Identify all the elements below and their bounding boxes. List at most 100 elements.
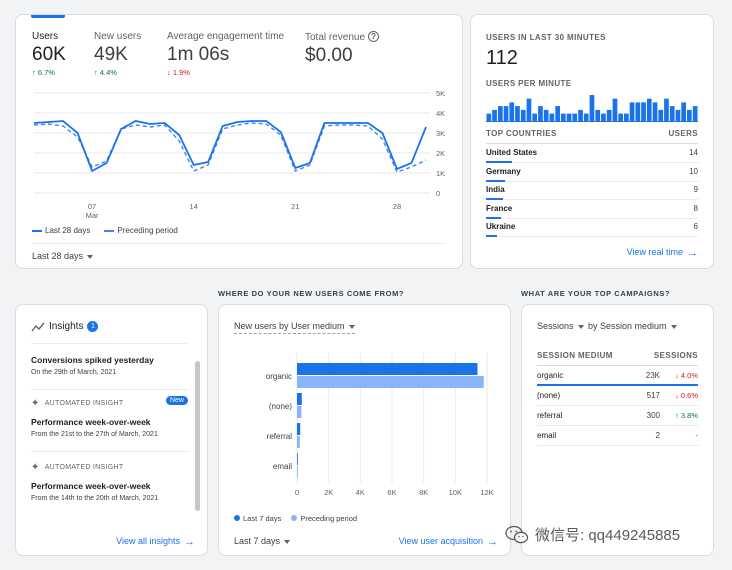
- legend-item-previous: Preceding period: [291, 514, 357, 523]
- x-tick-label: 14: [190, 202, 198, 211]
- medium-name: organic: [537, 371, 564, 380]
- country-users: 10: [689, 166, 698, 176]
- country-share-bar: [486, 216, 501, 219]
- campaign-dimension-dropdown[interactable]: by Session medium: [588, 321, 677, 331]
- minute-bar: [498, 106, 503, 121]
- sessions-change: ↑ 3.8%: [675, 411, 698, 420]
- overview-card: Users 60K ↑ 6.7% New users 49K ↑ 4.4% Av…: [15, 14, 463, 269]
- minute-bar: [618, 113, 623, 121]
- metric-value: 49K: [94, 44, 128, 65]
- y-tick-label: 0: [436, 189, 440, 198]
- minute-bar: [566, 113, 572, 121]
- country-share-bar: [486, 235, 498, 237]
- x-tick-label: 07: [88, 202, 96, 211]
- sessions-change: ↓ 0.6%: [675, 391, 698, 400]
- bar-email-preceding: [297, 466, 298, 478]
- per-minute-label: USERS PER MINUTE: [486, 79, 572, 88]
- acquisition-date-dropdown[interactable]: Last 7 days: [234, 536, 291, 546]
- minute-bar: [492, 109, 497, 121]
- minute-bar: [509, 102, 515, 121]
- sessions-change: ↓ 4.0%: [675, 371, 698, 380]
- chevron-down-icon: [87, 254, 94, 259]
- view-real-time-link[interactable]: View real time →: [626, 247, 698, 259]
- insights-scrollbar[interactable]: [195, 361, 200, 511]
- country-row[interactable]: Germany 10: [486, 164, 698, 182]
- new-badge: New: [165, 396, 188, 405]
- campaign-row[interactable]: referral 300 ↑ 3.8%: [537, 406, 698, 426]
- insight-tag: AUTOMATED INSIGHT: [44, 464, 124, 471]
- insight-title: Performance week-over-week: [31, 417, 151, 427]
- minute-bar: [543, 109, 549, 121]
- medium-name: email: [537, 431, 557, 440]
- series-line-current: [33, 120, 427, 173]
- y-tick-label: 3K: [436, 129, 445, 138]
- chevron-down-icon: [577, 324, 584, 329]
- metric-users[interactable]: Users 60K ↑ 6.7%: [32, 31, 66, 77]
- insights-header[interactable]: Insights 1: [31, 321, 99, 332]
- minute-bar: [549, 113, 555, 121]
- sessions-change: -: [695, 431, 699, 440]
- metric-engagement-time[interactable]: Average engagement time 1m 06s ↓ 1.9%: [167, 31, 284, 77]
- top-countries-header: TOP COUNTRIES: [486, 129, 557, 138]
- insight-title: Performance week-over-week: [31, 481, 151, 491]
- campaigns-card: Sessions by Session medium SESSION MEDIU…: [521, 304, 714, 556]
- campaign-row[interactable]: email 2 -: [537, 426, 698, 446]
- metric-total-revenue[interactable]: Total revenue? $0.00: [305, 31, 380, 67]
- minute-bar: [606, 109, 612, 121]
- help-icon[interactable]: ?: [368, 31, 380, 42]
- chevron-down-icon: [670, 324, 677, 329]
- view-user-acquisition-link[interactable]: View user acquisition →: [398, 536, 498, 548]
- metric-label: Total revenue: [305, 32, 366, 43]
- metric-label: Average engagement time: [167, 31, 285, 42]
- x-tick-label: 21: [291, 202, 299, 211]
- insight-subtitle: From the 21st to the 27th of March, 2021: [31, 431, 158, 438]
- insights-card: Insights 1 Conversions spiked yesterday …: [15, 304, 208, 556]
- minute-bar: [515, 106, 520, 121]
- minute-bar: [561, 113, 566, 121]
- metric-value: 60K: [32, 44, 66, 65]
- x-tick-label: 6K: [387, 488, 396, 497]
- minute-bar: [520, 109, 526, 121]
- country-row[interactable]: France 8: [486, 201, 698, 219]
- bar-chart-legend: Last 7 days Preceding period: [234, 514, 357, 523]
- view-all-insights-link[interactable]: View all insights →: [116, 536, 195, 548]
- sparkle-icon: ✦: [31, 462, 40, 473]
- acquisition-heading: WHERE DO YOUR NEW USERS COME FROM?: [218, 289, 405, 298]
- arrow-right-icon: →: [687, 247, 698, 259]
- country-row[interactable]: United States 14: [486, 145, 698, 163]
- insight-item[interactable]: ✦ AUTOMATED INSIGHT Performance week-over…: [31, 462, 188, 502]
- campaigns-heading: WHAT ARE YOUR TOP CAMPAIGNS?: [521, 289, 671, 298]
- metric-change: 6.7%: [37, 68, 55, 77]
- minute-bar: [589, 95, 595, 121]
- minute-bar: [526, 98, 532, 121]
- bar-organic-preceding: [297, 376, 484, 388]
- campaign-row[interactable]: (none) 517 ↓ 0.6%: [537, 386, 698, 406]
- x-tick-label: 2K: [324, 488, 333, 497]
- insight-tag: AUTOMATED INSIGHT: [44, 400, 124, 407]
- country-row[interactable]: India 9: [486, 182, 698, 200]
- acquisition-card: New users by User medium organic (none) re…: [218, 304, 511, 556]
- bar-email-current: [297, 453, 298, 465]
- insight-item[interactable]: ✦ AUTOMATED INSIGHT New Performance week-…: [31, 396, 188, 438]
- campaign-metric-dropdown[interactable]: Sessions: [537, 321, 584, 331]
- sessions-value: 517: [646, 391, 660, 400]
- country-row[interactable]: Ukraine 6: [486, 219, 698, 237]
- realtime-title: USERS IN LAST 30 MINUTES: [486, 33, 606, 42]
- minute-bar: [583, 113, 589, 121]
- bar-referral-current: [297, 423, 301, 435]
- acquisition-dimension-dropdown[interactable]: New users by User medium: [234, 321, 355, 334]
- insight-item[interactable]: Conversions spiked yesterday On the 29th…: [31, 355, 188, 376]
- minute-bar: [635, 102, 641, 121]
- divider: [32, 243, 446, 244]
- country-users: 6: [693, 222, 698, 231]
- category-label: email: [273, 462, 292, 471]
- chevron-down-icon: [348, 324, 355, 329]
- date-range-dropdown[interactable]: Last 28 days: [32, 251, 94, 261]
- country-name: France: [486, 203, 513, 213]
- metric-value: 1m 06s: [167, 44, 230, 65]
- campaign-row[interactable]: organic 23K ↓ 4.0%: [537, 366, 698, 386]
- insights-count-badge: 1: [87, 321, 99, 332]
- metric-new-users[interactable]: New users 49K ↑ 4.4%: [94, 31, 141, 77]
- y-tick-label: 2K: [436, 149, 445, 158]
- minute-bar: [646, 98, 652, 121]
